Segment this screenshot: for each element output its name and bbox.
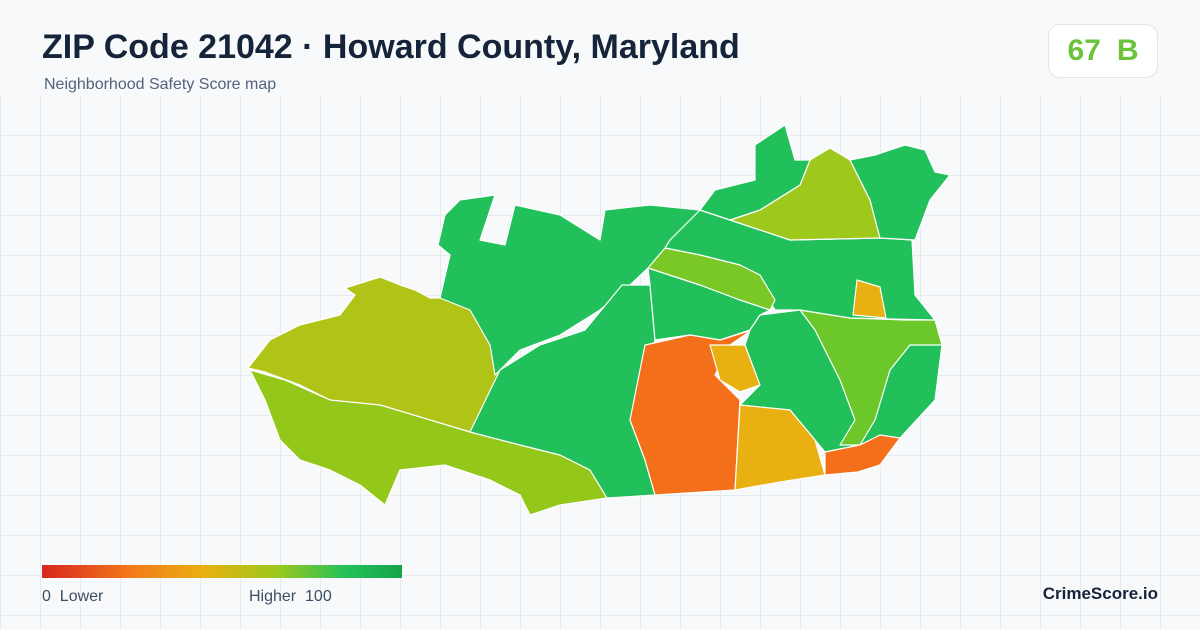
region xyxy=(249,369,608,516)
region xyxy=(709,344,761,393)
title: ZIP Code 21042 · Howard County, Maryland xyxy=(42,28,740,66)
region xyxy=(647,247,776,311)
score-grade: B xyxy=(1116,34,1139,67)
legend-gradient xyxy=(42,565,402,578)
legend-max-label: Higher xyxy=(249,588,297,605)
region xyxy=(824,434,901,476)
brand: CrimeScore.io xyxy=(1042,584,1158,603)
legend-min: 0 xyxy=(42,588,51,605)
legend-max: 100 xyxy=(305,588,332,605)
region xyxy=(437,194,701,376)
legend-max-group: Higher 100 xyxy=(249,588,332,606)
legend-min-label: Lower xyxy=(59,588,104,605)
region xyxy=(852,279,887,319)
region xyxy=(699,124,811,221)
legend-min-group: 0 Lower xyxy=(42,588,103,606)
subtitle: Neighborhood Safety Score map xyxy=(44,76,277,93)
score-value: 67 xyxy=(1067,34,1101,67)
score-badge: 67 B xyxy=(1048,24,1158,78)
region xyxy=(849,144,951,241)
